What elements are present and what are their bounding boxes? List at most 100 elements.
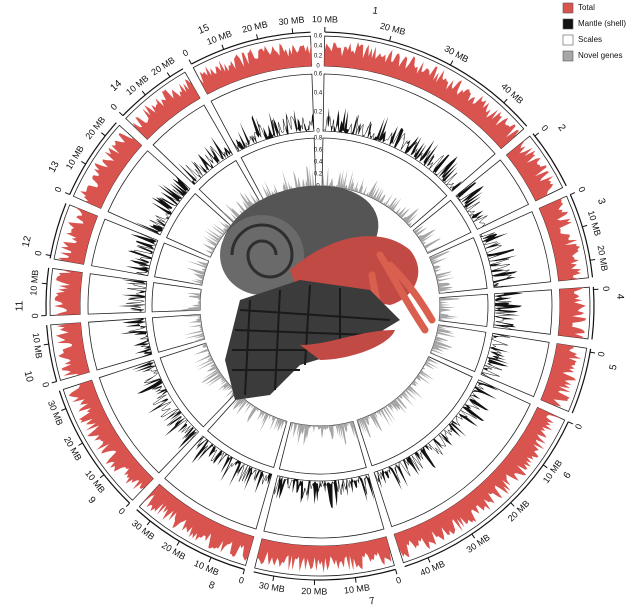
novel-genes-track: [181, 314, 205, 343]
tick-label: 0: [601, 286, 611, 292]
chromosome-axis: [136, 509, 245, 570]
novel-genes-track: [430, 324, 457, 360]
segment-frame: [50, 322, 90, 381]
scales-track: [133, 232, 159, 276]
total-track: [55, 322, 90, 376]
tick-label: 20 MB: [379, 21, 407, 37]
chromosome-label: 12: [21, 235, 34, 249]
segment-frame: [49, 267, 83, 316]
tick-label: 10 MB: [586, 209, 603, 237]
tick-label: 30 MB: [258, 580, 285, 594]
tick-mark: [389, 36, 392, 42]
tick-mark: [582, 224, 588, 228]
scales-track: [149, 181, 191, 236]
chromosome-label: 13: [47, 159, 62, 174]
scales-track: [455, 192, 488, 230]
tick-mark: [534, 132, 540, 137]
total-track: [57, 207, 98, 265]
tick-label: 10 MB: [343, 582, 370, 595]
total-track: [558, 287, 586, 339]
tick-label: 30 MB: [130, 518, 157, 542]
mantle-track: [131, 360, 199, 450]
scales-track: [232, 114, 315, 152]
tick-mark: [471, 533, 476, 539]
novel-genes-track: [186, 259, 209, 286]
chromosome-label: 8: [207, 580, 217, 592]
segment-frame: [254, 536, 395, 577]
tick-mark: [78, 442, 83, 446]
total-track: [142, 484, 254, 561]
total-track: [506, 139, 554, 201]
chromosome-label: 10: [22, 370, 35, 384]
tick-mark: [43, 343, 49, 346]
track-scale-label: 0.4: [314, 160, 323, 166]
tick-label: 10 MB: [83, 468, 107, 495]
novel-genes-track: [439, 297, 461, 321]
tick-label: 0: [116, 506, 127, 517]
novel-genes-track: [429, 249, 456, 294]
chromosome-axis: [191, 31, 311, 65]
tick-mark: [242, 569, 245, 575]
scales-track: [185, 145, 233, 185]
tick-mark: [510, 502, 515, 507]
legend-label: Mantle (shell): [578, 19, 626, 28]
segment-frame: [207, 394, 288, 468]
chromosome-axis: [45, 267, 50, 316]
mantle-track: [135, 175, 190, 235]
tick-label: 40 MB: [419, 559, 447, 578]
scales-track: [322, 115, 458, 192]
legend-label: Total: [578, 3, 595, 12]
tick-label: 30 MB: [443, 43, 471, 64]
chromosome-label: 11: [15, 300, 26, 311]
scales-track: [126, 281, 147, 313]
segment-frame: [393, 406, 566, 564]
segment-frame: [429, 324, 487, 373]
track-scale-label: 0.2: [314, 110, 323, 116]
tick-label: 0: [539, 123, 550, 133]
chromosome-label: 1: [371, 5, 379, 17]
tick-mark: [146, 520, 151, 526]
tick-label: 0: [573, 422, 584, 431]
chromosome-label: 15: [197, 22, 212, 37]
segment-frame: [151, 282, 202, 313]
track-scale-label: 0.8: [314, 136, 323, 142]
tick-mark: [64, 192, 70, 196]
segment-frame: [72, 124, 143, 209]
tick-mark: [125, 502, 131, 508]
chromosome-axis: [571, 348, 592, 414]
tick-label: 0: [238, 575, 246, 586]
tick-mark: [188, 59, 192, 65]
legend-swatch: [562, 34, 574, 46]
tick-mark: [542, 464, 548, 469]
tick-label: 20 MB: [241, 19, 269, 35]
chromosome-axis: [591, 286, 595, 340]
chromosome-label: 4: [614, 294, 625, 300]
chromosome-axis: [58, 390, 131, 504]
total-track: [68, 380, 154, 490]
tick-mark: [256, 34, 259, 40]
tick-mark: [395, 569, 398, 575]
tick-mark: [272, 575, 275, 582]
segment-frame: [323, 35, 525, 150]
total-track: [54, 269, 83, 316]
segment-frame: [278, 420, 367, 475]
tick-mark: [427, 557, 431, 563]
tick-mark: [166, 72, 171, 78]
tracks: [49, 35, 591, 577]
mantle-track: [118, 279, 147, 313]
tick-mark: [81, 161, 86, 165]
scales-track: [480, 332, 510, 380]
novel-genes-track: [180, 289, 202, 311]
chromosome-label: 5: [608, 363, 620, 371]
chromosome-axis: [122, 68, 184, 117]
chromosome-axis: [569, 194, 594, 278]
novel-genes-track: [222, 191, 260, 223]
chromosome-label: 9: [85, 495, 97, 507]
tick-mark: [568, 421, 574, 425]
track-scale-label: 0.2: [314, 54, 323, 60]
tick-mark: [589, 351, 596, 354]
novel-genes-track: [232, 395, 287, 432]
legend-swatch: [562, 2, 574, 14]
total-track: [198, 43, 312, 95]
track-scale-label: 0: [316, 129, 320, 135]
